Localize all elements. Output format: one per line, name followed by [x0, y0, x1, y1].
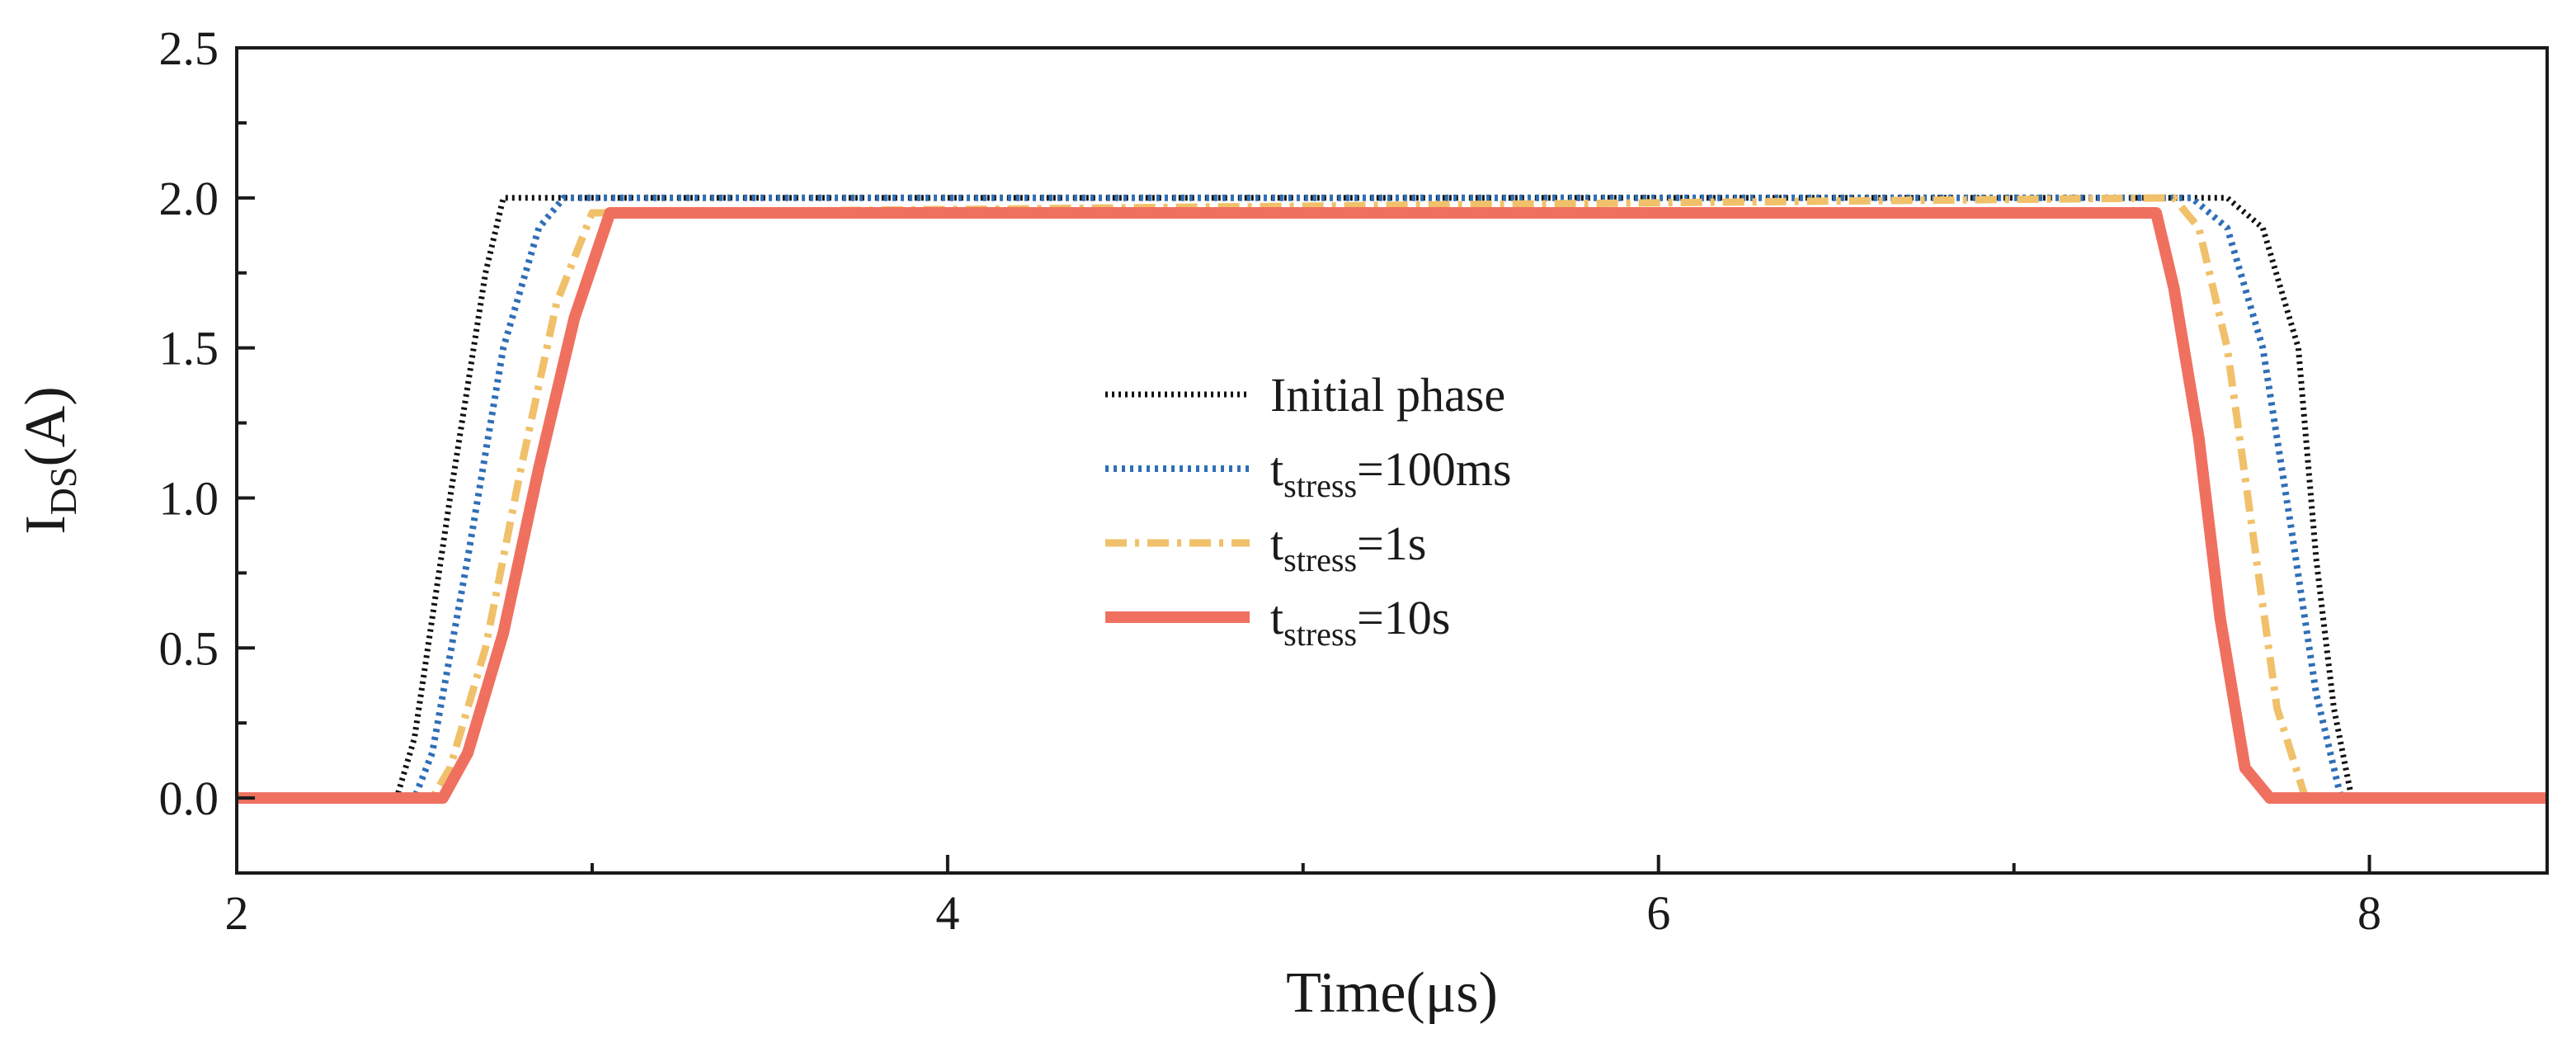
ticks-layer [235, 46, 2371, 873]
plot-frame [235, 46, 2549, 875]
series-line-2 [237, 194, 2547, 802]
series-line-3 [237, 207, 2547, 805]
y-tick-label: 0.5 [159, 621, 219, 675]
tick-labels: 2 4 6 8 0.0 0.5 1.0 1.5 2.0 2.5 [159, 21, 2382, 940]
x-axis-title: Time(μs) [1286, 961, 1498, 1025]
legend-label-0: Initial phase [1270, 368, 1505, 422]
x-tick-label: 8 [2357, 886, 2381, 940]
y-axis-title-sub: DS [42, 467, 84, 516]
y-tick-label: 2.0 [159, 172, 219, 225]
series-line-1 [237, 194, 2547, 802]
y-tick-label: 1.0 [159, 471, 219, 525]
x-tick-label: 6 [1646, 886, 1670, 940]
legend: Initial phase tstress=100ms tstress=1s tstr… [1105, 368, 1511, 653]
legend-label-3: tstress=10s [1270, 591, 1450, 653]
series-layer [237, 194, 2547, 805]
legend-label-1: tstress=100ms [1270, 442, 1511, 504]
y-axis-title-main: I [14, 515, 78, 534]
y-axis-title: IDS(A) [14, 386, 84, 534]
legend-label-2: tstress=1s [1270, 517, 1426, 578]
x-tick-label: 4 [935, 886, 959, 940]
y-tick-label: 1.5 [159, 322, 219, 375]
y-tick-label: 2.5 [159, 21, 219, 75]
x-tick-label: 2 [225, 886, 249, 940]
y-axis-title-unit: (A) [14, 386, 78, 466]
y-tick-label: 0.0 [159, 772, 219, 825]
